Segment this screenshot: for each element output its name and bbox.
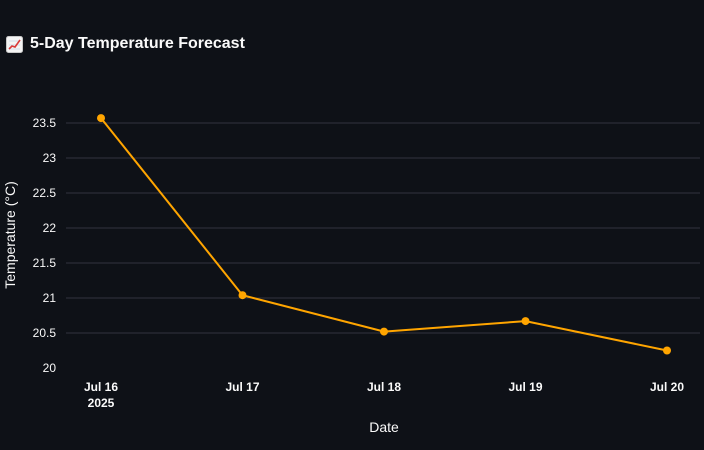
x-tick-label: Jul 19 [508,380,542,394]
series-layer [97,114,671,355]
y-tick-label: 21 [43,291,57,305]
y-tick-label: 23.5 [33,116,57,130]
x-tick-label: Jul 16 [84,380,118,394]
y-tick-label: 21.5 [33,256,57,270]
y-tick-label: 23 [43,151,57,165]
chart-header: 5-Day Temperature Forecast [6,34,245,54]
page-title: 5-Day Temperature Forecast [30,35,245,52]
y-tick-label: 22.5 [33,186,57,200]
chart-increasing-icon [6,35,23,53]
data-point[interactable] [380,327,388,336]
x-tick-year-label: 2025 [88,396,115,410]
data-point[interactable] [663,346,671,355]
data-point[interactable] [521,317,530,326]
y-tick-label: 20 [43,361,57,375]
y-axis-ticks: 20 20.5 21 21.5 22 22.5 23 23.5 [33,116,57,375]
data-point[interactable] [238,291,247,300]
series-line [100,117,668,352]
grid-lines [66,122,700,334]
data-point[interactable] [97,114,105,123]
x-tick-label: Jul 17 [225,380,259,394]
x-tick-label: Jul 18 [367,380,401,394]
y-tick-label: 22 [43,221,57,235]
x-axis-title: Date [369,419,399,435]
y-axis-title: Temperature (°C) [2,181,18,289]
x-tick-label: Jul 20 [650,380,684,394]
x-axis-ticks: Jul 16 Jul 17 Jul 18 Jul 19 Jul 20 2025 [84,380,684,410]
y-tick-label: 20.5 [33,326,57,340]
